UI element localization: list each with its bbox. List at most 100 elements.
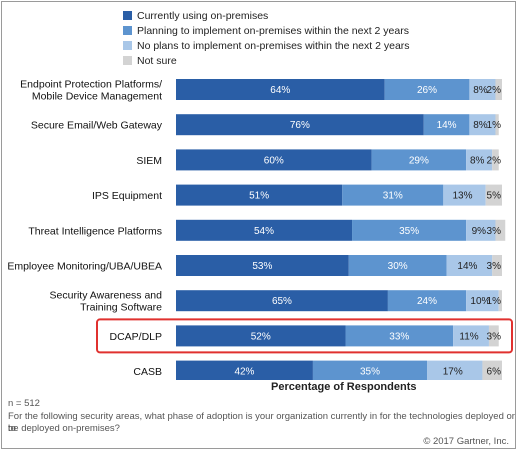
- data-label: 2%: [487, 85, 502, 96]
- data-label: 35%: [399, 226, 419, 237]
- question-line-1: For the following security areas, what p…: [8, 411, 515, 434]
- data-label: 3%: [487, 331, 502, 342]
- category-label-line: Secure Email/Web Gateway: [31, 120, 163, 132]
- data-label: 11%: [459, 331, 478, 342]
- question-line-2: be deployed on-premises?: [8, 423, 120, 434]
- data-label: 29%: [409, 155, 429, 166]
- category-label: SIEM: [136, 155, 162, 167]
- bar-segment: [176, 219, 353, 241]
- x-axis-title: Percentage of Respondents: [271, 381, 417, 393]
- data-label: 1%: [487, 296, 502, 307]
- bar-segment: [453, 325, 489, 347]
- stacked-bar-chart: Endpoint Protection Platforms/Mobile Dev…: [7, 79, 513, 380]
- data-label: 8%: [470, 155, 485, 166]
- category-label: IPS Equipment: [92, 190, 162, 202]
- bar-segment: [371, 149, 467, 171]
- data-label: 14%: [437, 120, 457, 131]
- data-label: 3%: [487, 226, 502, 237]
- bar-segment: [176, 79, 385, 100]
- category-label-line: DCAP/DLP: [109, 331, 162, 343]
- bar-segment: [446, 255, 493, 276]
- data-label: 6%: [487, 367, 502, 378]
- data-label: 65%: [272, 296, 292, 307]
- data-label: 35%: [360, 367, 380, 378]
- legend-swatch: [123, 41, 132, 50]
- category-label-line: Training Software: [80, 302, 162, 314]
- copyright-source: © 2017 Gartner, Inc.: [423, 436, 509, 447]
- bar-segment: [466, 149, 493, 171]
- chart-legend: Currently using on-premises Planning to …: [123, 8, 410, 68]
- data-label: 3%: [487, 261, 502, 272]
- data-label: 1%: [487, 120, 502, 131]
- data-label: 53%: [252, 261, 272, 272]
- legend-label: Currently using on-premises: [137, 9, 269, 22]
- bar-segment: [176, 114, 424, 136]
- bar-segment: [384, 79, 470, 100]
- legend-item-planning: Planning to implement on-premises within…: [123, 23, 410, 38]
- bar-segment: [482, 360, 502, 380]
- bar-segment: [427, 360, 483, 380]
- legend-label: Not sure: [137, 54, 177, 67]
- bar-segment: [312, 360, 428, 380]
- bar-segment: [466, 290, 499, 312]
- data-label: 51%: [249, 191, 269, 202]
- data-label: 31%: [383, 191, 403, 202]
- category-label-line: IPS Equipment: [92, 190, 162, 202]
- bar-segment: [352, 219, 467, 241]
- data-label: 76%: [290, 120, 310, 131]
- data-label: 33%: [389, 331, 409, 342]
- data-label: 26%: [417, 85, 437, 96]
- bar-segment: [495, 219, 506, 241]
- bar-segment: [176, 325, 346, 347]
- bar-segment: [348, 255, 447, 276]
- highlight-box: [96, 318, 513, 354]
- data-label: 5%: [487, 191, 502, 202]
- bar-segment: [498, 290, 502, 312]
- legend-item-current: Currently using on-premises: [123, 8, 410, 23]
- category-label: Threat Intelligence Platforms: [28, 225, 162, 237]
- bar-segment: [469, 114, 496, 136]
- data-label: 14%: [457, 261, 477, 272]
- category-label: Security Awareness and Training Software: [50, 290, 163, 314]
- category-label: Employee Monitoring/UBA/UBEA: [7, 261, 162, 273]
- category-label: DCAP/DLP: [109, 331, 162, 343]
- bar-segment: [176, 360, 313, 380]
- data-label: 13%: [453, 191, 473, 202]
- bar-segment: [495, 114, 499, 136]
- bar-segment: [176, 184, 343, 206]
- data-label: 54%: [254, 226, 274, 237]
- data-label: 30%: [388, 261, 408, 272]
- legend-label: Planning to implement on-premises within…: [137, 24, 409, 37]
- data-label: 60%: [264, 155, 284, 166]
- bar-segment: [488, 325, 499, 347]
- category-label-line: Security Awareness and: [50, 290, 163, 302]
- data-label: 8%: [473, 85, 488, 96]
- data-label: 24%: [417, 296, 437, 307]
- category-label-line: CASB: [133, 366, 162, 378]
- bar-segment: [176, 290, 388, 312]
- category-label-line: Mobile Device Management: [32, 91, 162, 103]
- data-label: 9%: [472, 226, 487, 237]
- data-label: 8%: [473, 120, 488, 131]
- legend-item-not-sure: Not sure: [123, 53, 410, 68]
- category-label: Endpoint Protection Platforms/Mobile Dev…: [20, 79, 162, 103]
- bar-segment: [469, 79, 496, 100]
- bar-segment: [176, 255, 349, 276]
- legend-swatch: [123, 11, 132, 20]
- category-label-line: Employee Monitoring/UBA/UBEA: [7, 261, 162, 273]
- category-label-line: Threat Intelligence Platforms: [28, 225, 162, 237]
- data-label: 52%: [251, 331, 271, 342]
- legend-swatch: [123, 56, 132, 65]
- category-label-line: Endpoint Protection Platforms/: [20, 79, 162, 91]
- bar-segment: [345, 325, 454, 347]
- legend-item-no-plans: No plans to implement on-premises within…: [123, 38, 410, 53]
- category-label-line: SIEM: [136, 155, 162, 167]
- legend-label: No plans to implement on-premises within…: [137, 39, 410, 52]
- bar-segment: [492, 255, 502, 276]
- bar-segment: [466, 219, 496, 241]
- bar-segment: [485, 184, 502, 206]
- bar-segment: [423, 114, 470, 136]
- bar-segment: [176, 149, 372, 171]
- legend-swatch: [123, 26, 132, 35]
- data-label: 17%: [443, 367, 463, 378]
